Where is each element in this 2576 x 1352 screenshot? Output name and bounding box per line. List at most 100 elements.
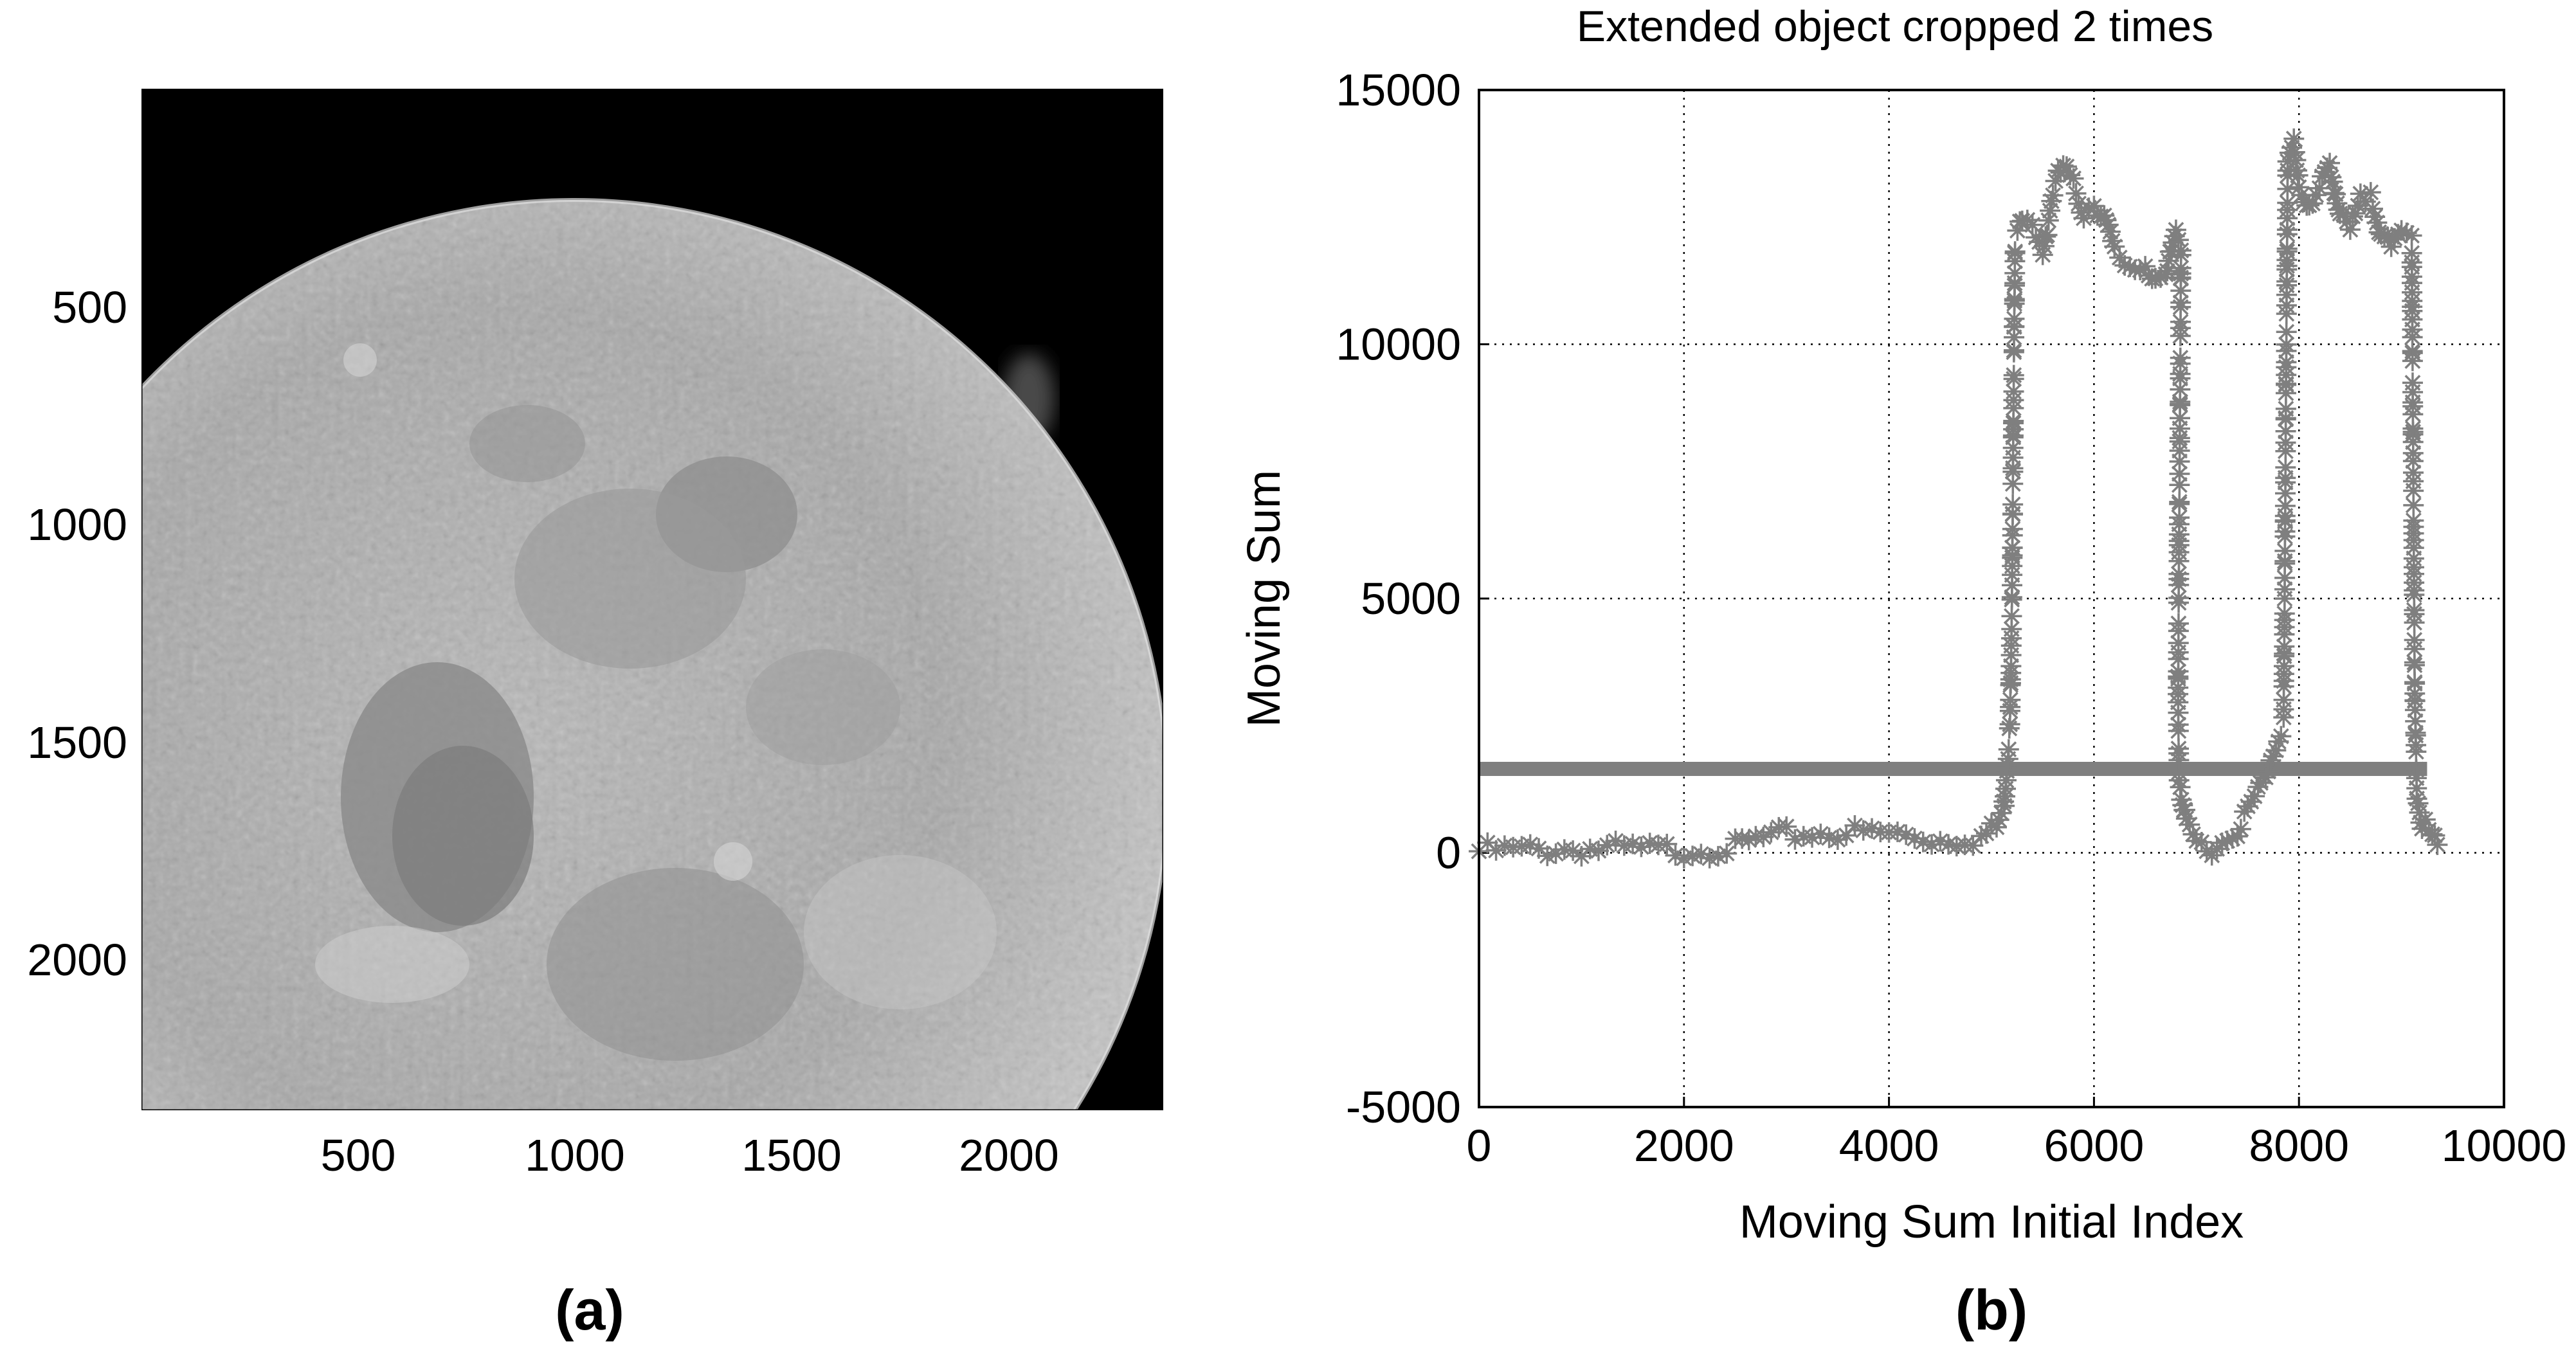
data-point-marker bbox=[1946, 836, 1967, 857]
data-point-marker bbox=[2002, 518, 2023, 539]
data-point-marker bbox=[2402, 431, 2424, 453]
data-point-marker bbox=[2305, 185, 2327, 206]
y-tick-label: 0 bbox=[1436, 828, 1461, 878]
plot-frame bbox=[1478, 89, 2505, 1108]
data-point-marker bbox=[2325, 183, 2346, 204]
data-point-marker bbox=[2175, 808, 2197, 829]
data-point-marker bbox=[1862, 818, 1883, 839]
data-point-marker bbox=[2287, 165, 2308, 186]
data-point-marker bbox=[2317, 158, 2338, 179]
data-point-marker bbox=[2004, 327, 2025, 348]
data-point-marker bbox=[2168, 620, 2189, 642]
data-point-marker bbox=[2234, 801, 2255, 822]
data-point-marker bbox=[1921, 834, 1943, 855]
data-point-marker bbox=[2007, 220, 2028, 241]
data-point-marker bbox=[2275, 420, 2296, 442]
data-point-marker bbox=[2339, 219, 2361, 240]
data-point-marker bbox=[2277, 192, 2298, 213]
data-point-marker bbox=[1485, 840, 1507, 861]
data-point-marker bbox=[2169, 451, 2190, 472]
data-point-marker bbox=[2063, 168, 2084, 189]
data-point-marker bbox=[2168, 230, 2189, 251]
data-point-marker bbox=[2065, 183, 2087, 204]
data-point-marker bbox=[2362, 198, 2383, 219]
data-point-marker bbox=[2274, 636, 2295, 657]
data-point-marker bbox=[2001, 575, 2022, 596]
data-point-marker bbox=[1639, 833, 1660, 854]
data-point-marker bbox=[2170, 393, 2191, 415]
data-point-marker bbox=[2258, 761, 2279, 782]
data-point-marker bbox=[2299, 195, 2320, 216]
data-point-marker bbox=[2276, 271, 2298, 292]
data-point-marker bbox=[2404, 699, 2426, 721]
data-point-marker bbox=[2427, 834, 2448, 855]
data-point-marker bbox=[2283, 128, 2305, 149]
panel-a-x-tick: 2000 bbox=[959, 1130, 1059, 1180]
data-point-marker bbox=[2168, 574, 2190, 595]
data-point-marker bbox=[2285, 149, 2307, 170]
data-point-marker bbox=[2114, 255, 2136, 276]
data-point-marker bbox=[2022, 214, 2043, 235]
data-point-marker bbox=[2002, 537, 2023, 559]
data-point-marker bbox=[1930, 831, 1951, 852]
data-point-marker bbox=[2073, 208, 2094, 229]
data-point-marker bbox=[2157, 260, 2178, 282]
data-point-marker bbox=[2345, 203, 2366, 224]
data-point-marker bbox=[2068, 193, 2089, 214]
data-point-marker bbox=[2004, 262, 2026, 284]
x-tick-label: 8000 bbox=[2249, 1121, 2349, 1171]
data-point-marker bbox=[1545, 843, 1566, 864]
data-point-marker bbox=[1784, 829, 1806, 850]
data-point-marker bbox=[2094, 205, 2115, 226]
data-point-marker bbox=[2275, 398, 2296, 419]
data-point-marker bbox=[2271, 726, 2292, 747]
data-point-marker bbox=[2274, 495, 2296, 516]
panel-a-x-tick: 1500 bbox=[741, 1130, 842, 1180]
data-point-marker bbox=[2004, 241, 2026, 262]
data-point-marker bbox=[2276, 255, 2298, 276]
data-point-marker bbox=[1477, 832, 1498, 853]
data-point-marker bbox=[1588, 840, 1609, 861]
data-point-marker bbox=[2401, 225, 2422, 246]
y-tick-label: 10000 bbox=[1336, 320, 1461, 370]
data-point-marker bbox=[1519, 834, 1541, 855]
data-point-marker bbox=[2227, 825, 2248, 847]
data-point-marker bbox=[2276, 219, 2298, 240]
data-point-marker bbox=[2155, 264, 2176, 285]
panel-b-label: (b) bbox=[1955, 1278, 2027, 1342]
data-point-marker bbox=[2275, 456, 2296, 478]
data-point-marker bbox=[2402, 350, 2423, 372]
data-point-marker bbox=[2179, 814, 2200, 835]
x-tick-label: 0 bbox=[1467, 1121, 1492, 1171]
data-point-marker bbox=[2170, 280, 2191, 302]
data-point-marker bbox=[1707, 845, 1728, 867]
data-point-marker bbox=[2119, 256, 2141, 277]
data-point-marker bbox=[2002, 458, 2024, 479]
data-point-marker bbox=[2211, 833, 2233, 854]
data-point-marker bbox=[2004, 290, 2025, 311]
data-point-marker bbox=[2244, 786, 2265, 807]
data-point-marker bbox=[2222, 828, 2243, 849]
data-point-marker bbox=[2263, 746, 2284, 767]
panel-a-label: (a) bbox=[555, 1278, 624, 1342]
data-point-marker bbox=[2410, 812, 2431, 833]
data-point-marker bbox=[2169, 474, 2190, 496]
data-point-marker bbox=[2402, 451, 2424, 472]
data-point-marker bbox=[2168, 702, 2189, 723]
data-point-marker bbox=[2168, 666, 2189, 687]
data-point-marker bbox=[2333, 203, 2354, 224]
data-point-marker bbox=[2040, 200, 2061, 221]
data-point-marker bbox=[2289, 177, 2310, 198]
data-point-marker bbox=[1896, 824, 1917, 845]
data-point-marker bbox=[2168, 550, 2190, 572]
data-point-marker bbox=[1665, 845, 1686, 866]
data-point-marker bbox=[1844, 815, 1865, 836]
data-point-marker bbox=[2171, 789, 2192, 810]
data-point-marker bbox=[1656, 833, 1678, 854]
data-point-marker bbox=[2273, 689, 2294, 710]
data-point-marker bbox=[1904, 828, 1925, 849]
data-point-marker bbox=[2406, 741, 2427, 762]
data-point-marker bbox=[1738, 829, 1759, 851]
data-point-marker bbox=[2402, 381, 2424, 402]
data-point-marker bbox=[2102, 230, 2123, 251]
